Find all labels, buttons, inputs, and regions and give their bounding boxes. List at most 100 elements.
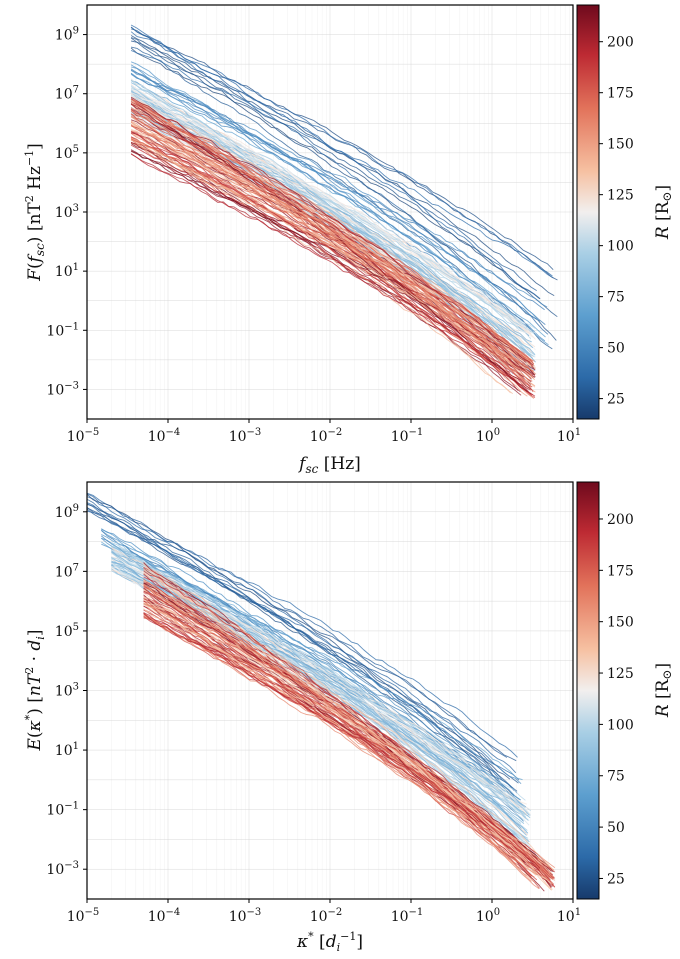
top-colorbar xyxy=(576,4,600,420)
top-colorbar-ticks: 25 50 75 100 125 150 175 200 xyxy=(599,35,634,408)
bottom-cb-tick-label: 200 xyxy=(607,512,634,528)
bottom-ticks: 10−5 10−4 10−3 10−2 10−1 100 101 10−3 10−1 101 103… xyxy=(46,503,581,925)
top-cb-tick-label: 50 xyxy=(607,341,625,357)
top-x-tick-label: 100 xyxy=(476,427,500,445)
bottom-spectrum-line xyxy=(87,493,511,780)
bottom-colorbar-ticks: 25 50 75 100 125 150 175 200 xyxy=(599,512,634,887)
top-spectrum-line xyxy=(130,120,536,362)
bottom-x-tick-label: 10−1 xyxy=(391,907,424,925)
top-y-tick-label: 109 xyxy=(55,26,79,44)
top-cb-tick-label: 75 xyxy=(607,290,625,306)
bottom-spectrum-line xyxy=(111,542,509,802)
top-x-tick-label: 10−4 xyxy=(148,427,181,445)
bottom-spectrum-line xyxy=(143,617,554,885)
bottom-cb-tick-label: 175 xyxy=(607,563,634,579)
bottom-cb-tick-label: 25 xyxy=(607,871,625,887)
top-spectrum-line xyxy=(130,101,533,388)
top-spectrum-line xyxy=(130,61,549,346)
top-y-tick-label: 10−3 xyxy=(46,380,79,398)
top-cb-tick-label: 100 xyxy=(607,239,634,255)
top-spectrum-line xyxy=(130,142,522,396)
top-spectrum-line xyxy=(130,133,535,372)
top-y-axis-label: F(fsc) [nT2 Hz−1] xyxy=(23,143,47,282)
top-ticks: 10−5 10−4 10−3 10−2 10−1 100 101 10−3 10−1 101 103… xyxy=(46,26,581,445)
bottom-spectrum-line xyxy=(143,592,535,871)
top-spectrum-line xyxy=(130,37,558,318)
top-spectrum-line xyxy=(130,72,538,320)
top-x-tick-label: 10−5 xyxy=(67,427,100,445)
top-spectrum-line xyxy=(130,99,532,362)
top-cb-tick-label: 175 xyxy=(607,86,634,102)
top-spectrum-line xyxy=(130,79,536,356)
bottom-spectrum-line xyxy=(87,504,517,762)
top-spectrum-line xyxy=(130,110,535,369)
top-spectrum-line xyxy=(130,72,545,311)
bottom-x-tick-label: 10−4 xyxy=(148,907,181,925)
top-spectrum-line xyxy=(130,69,548,308)
bottom-spectrum-line xyxy=(87,510,517,774)
bottom-spectrum-line xyxy=(143,587,554,876)
top-spectrum-line xyxy=(130,68,546,325)
top-spectrum-line xyxy=(130,103,531,361)
top-x-axis-label: fsc [Hz] xyxy=(297,454,361,476)
top-spectrum-line xyxy=(130,98,535,365)
bottom-y-tick-label: 107 xyxy=(55,562,79,580)
top-spectrum-line xyxy=(130,153,533,396)
bottom-y-axis-label: E(κ*) [nT2 · di] xyxy=(23,630,47,752)
top-spectrum-line xyxy=(130,150,532,390)
top-spectrum-line xyxy=(130,137,535,379)
top-spectrum-line xyxy=(131,96,537,369)
top-spectra xyxy=(130,24,558,399)
top-y-tick-label: 101 xyxy=(55,262,79,280)
top-spectrum-line xyxy=(130,26,558,281)
top-spectrum-line xyxy=(130,31,554,279)
bottom-spectrum-line xyxy=(143,591,533,877)
bottom-spectrum-line xyxy=(87,493,508,758)
bottom-spectrum-line xyxy=(87,507,519,784)
bottom-spectrum-line xyxy=(143,584,554,878)
bottom-y-tick-label: 103 xyxy=(55,682,79,700)
top-spectrum-line xyxy=(130,79,546,338)
top-spectrum-line xyxy=(130,47,541,300)
bottom-x-tick-label: 10−2 xyxy=(310,907,343,925)
top-y-tick-label: 105 xyxy=(55,144,79,162)
top-spectrum-line xyxy=(130,130,535,365)
bottom-panel: 10−5 10−4 10−3 10−2 10−1 100 101 10−3 10−1 101 103… xyxy=(23,481,674,954)
bottom-spectrum-line xyxy=(143,600,540,889)
top-y-tick-label: 10−1 xyxy=(46,321,79,339)
top-y-tick-label: 107 xyxy=(55,85,79,103)
top-spectrum-line xyxy=(130,91,534,357)
bottom-spectrum-line xyxy=(101,528,522,801)
bottom-cb-tick-label: 150 xyxy=(607,615,634,631)
bottom-x-axis-label: κ* [di−1] xyxy=(296,930,363,954)
bottom-y-tick-label: 105 xyxy=(55,622,79,640)
top-spectrum-line xyxy=(130,37,557,341)
bottom-y-tick-label: 101 xyxy=(55,741,79,759)
top-cb-tick-label: 200 xyxy=(607,35,634,51)
bottom-spectrum-line xyxy=(87,508,518,792)
top-spectrum-line xyxy=(130,124,518,361)
top-x-tick-label: 101 xyxy=(557,427,581,445)
bottom-cb-tick-label: 75 xyxy=(607,769,625,785)
top-panel: 10−5 10−4 10−3 10−2 10−1 100 101 10−3 10−1 101 103… xyxy=(23,4,674,476)
bottom-spectrum-line xyxy=(87,502,518,794)
top-colorbar-label: R [R⊙] xyxy=(653,185,674,240)
bottom-spectrum-line xyxy=(87,498,515,797)
bottom-spectrum-line xyxy=(87,496,518,758)
bottom-spectrum-line xyxy=(143,569,537,876)
top-spectrum-line xyxy=(130,99,536,387)
bottom-colorbar xyxy=(576,481,600,900)
bottom-spectrum-line xyxy=(143,612,556,888)
top-spectrum-line xyxy=(130,88,527,350)
top-spectrum-line xyxy=(130,64,546,342)
bottom-spectra xyxy=(87,492,556,892)
top-spectrum-line xyxy=(130,108,534,376)
bottom-x-tick-label: 100 xyxy=(476,907,500,925)
bottom-spectrum-line xyxy=(143,570,555,879)
bottom-y-tick-label: 109 xyxy=(55,503,79,521)
top-x-tick-label: 10−2 xyxy=(310,427,343,445)
bottom-y-tick-label: 10−3 xyxy=(46,860,79,878)
top-spectrum-line xyxy=(130,130,534,392)
top-x-tick-label: 10−1 xyxy=(391,427,424,445)
